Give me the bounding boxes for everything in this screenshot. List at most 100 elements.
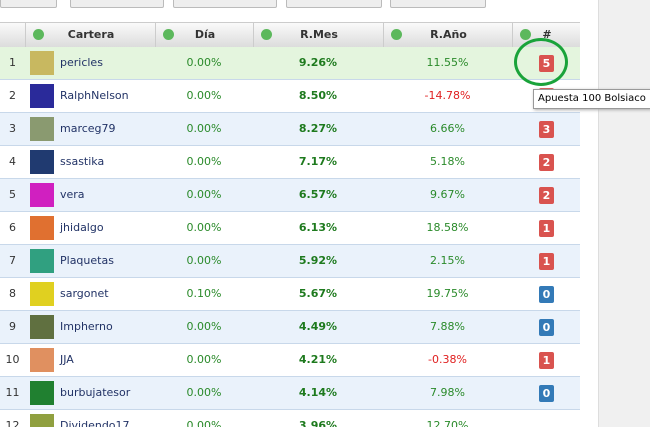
year-return: 12.70%	[426, 419, 469, 427]
month-return: 9.26%	[298, 56, 338, 69]
table-row[interactable]: 3 marceg79 0.00% 8.27% 6.66% 3	[0, 113, 580, 146]
user-name[interactable]: Dividendo17	[60, 419, 130, 427]
sort-icon[interactable]	[261, 29, 272, 40]
year-return: 7.88%	[430, 320, 465, 333]
badge: 0	[539, 286, 554, 303]
avatar	[30, 348, 54, 372]
table-row[interactable]: 1 pericles 0.00% 9.26% 11.55% 5	[0, 47, 580, 80]
badge: 2	[539, 187, 554, 204]
tab[interactable]	[286, 0, 382, 8]
table-row[interactable]: 9 Impherno 0.00% 4.49% 7.88% 0	[0, 311, 580, 344]
tab[interactable]	[0, 0, 57, 8]
rank: 11	[5, 386, 20, 399]
sort-icon[interactable]	[163, 29, 174, 40]
ranking-table: Cartera Día R.Mes R.Año #1 pericles 0.00% 9.26%…	[0, 22, 580, 427]
user-name[interactable]: jhidalgo	[60, 221, 104, 234]
month-return: 5.67%	[298, 287, 338, 300]
rank: 6	[9, 221, 16, 234]
avatar	[30, 150, 54, 174]
year-return: 2.15%	[430, 254, 465, 267]
badge: 2	[539, 154, 554, 171]
year-return: 7.98%	[430, 386, 465, 399]
avatar	[30, 315, 54, 339]
tab[interactable]	[173, 0, 277, 8]
year-return: -14.78%	[424, 89, 471, 102]
avatar	[30, 249, 54, 273]
table-row[interactable]: 10 JJA 0.00% 4.21% -0.38% 1	[0, 344, 580, 377]
avatar	[30, 282, 54, 306]
year-return: 6.66%	[430, 122, 465, 135]
user-name[interactable]: Impherno	[60, 320, 113, 333]
user-name[interactable]: Plaquetas	[60, 254, 114, 267]
sidebar	[598, 0, 650, 427]
avatar	[30, 216, 54, 240]
rank: 2	[9, 89, 16, 102]
user-name[interactable]: vera	[60, 188, 85, 201]
badge: 1	[539, 352, 554, 369]
avatar	[30, 117, 54, 141]
day-return: 0.00%	[186, 353, 222, 366]
user-name[interactable]: marceg79	[60, 122, 116, 135]
table-row[interactable]: 5 vera 0.00% 6.57% 9.67% 2	[0, 179, 580, 212]
column-header[interactable]: Día	[155, 23, 254, 47]
day-return: 0.00%	[186, 188, 222, 201]
rank: 8	[9, 287, 16, 300]
column-header[interactable]: R.Año	[383, 23, 513, 47]
badge: 1	[539, 253, 554, 270]
day-return: 0.00%	[186, 419, 222, 427]
year-return: 11.55%	[426, 56, 469, 69]
user-name[interactable]: sargonet	[60, 287, 109, 300]
user-name[interactable]: pericles	[60, 56, 103, 69]
day-return: 0.00%	[186, 386, 222, 399]
month-return: 4.21%	[298, 353, 338, 366]
column-header[interactable]: Cartera	[25, 23, 156, 47]
rank: 9	[9, 320, 16, 333]
rank: 12	[5, 419, 20, 427]
tab[interactable]	[390, 0, 486, 8]
month-return: 6.57%	[298, 188, 338, 201]
rank: 1	[9, 56, 16, 69]
table-row[interactable]: 7 Plaquetas 0.00% 5.92% 2.15% 1	[0, 245, 580, 278]
user-name[interactable]: JJA	[60, 353, 74, 366]
table-row[interactable]: 2 RalphNelson 0.00% 8.50% -14.78%	[0, 80, 580, 113]
sort-icon[interactable]	[391, 29, 402, 40]
day-return: 0.00%	[186, 254, 222, 267]
day-return: 0.00%	[186, 221, 222, 234]
sort-icon[interactable]	[33, 29, 44, 40]
table-row[interactable]: 12 Dividendo17 0.00% 3.96% 12.70%	[0, 410, 580, 427]
month-return: 7.17%	[298, 155, 338, 168]
day-return: 0.00%	[186, 155, 222, 168]
column-header[interactable]: R.Mes	[253, 23, 384, 47]
tooltip: Apuesta 100 Bolsiaco	[533, 89, 650, 109]
badge: 0	[539, 319, 554, 336]
rank: 3	[9, 122, 16, 135]
user-name[interactable]: ssastika	[60, 155, 105, 168]
year-return: 19.75%	[426, 287, 469, 300]
year-return: -0.38%	[428, 353, 467, 366]
table-row[interactable]: 11 burbujatesor 0.00% 4.14% 7.98% 0	[0, 377, 580, 410]
month-return: 4.14%	[298, 386, 338, 399]
rank: 5	[9, 188, 16, 201]
table-row[interactable]: 6 jhidalgo 0.00% 6.13% 18.58% 1	[0, 212, 580, 245]
sort-icon[interactable]	[520, 29, 531, 40]
month-return: 6.13%	[298, 221, 338, 234]
avatar	[30, 84, 54, 108]
table-row[interactable]: 8 sargonet 0.10% 5.67% 19.75% 0	[0, 278, 580, 311]
month-return: 8.50%	[298, 89, 338, 102]
badge: 1	[539, 220, 554, 237]
user-name[interactable]: burbujatesor	[60, 386, 131, 399]
rank: 4	[9, 155, 16, 168]
month-return: 8.27%	[298, 122, 338, 135]
badge: 3	[539, 121, 554, 138]
month-return: 3.96%	[298, 419, 338, 427]
badge: 0	[539, 385, 554, 402]
year-return: 18.58%	[426, 221, 469, 234]
header-row: Cartera Día R.Mes R.Año #	[0, 22, 580, 48]
year-return: 9.67%	[430, 188, 465, 201]
day-return: 0.10%	[186, 287, 222, 300]
table-row[interactable]: 4 ssastika 0.00% 7.17% 5.18% 2	[0, 146, 580, 179]
tab[interactable]	[70, 0, 164, 8]
column-header[interactable]: #	[512, 23, 580, 47]
user-name[interactable]: RalphNelson	[60, 89, 129, 102]
